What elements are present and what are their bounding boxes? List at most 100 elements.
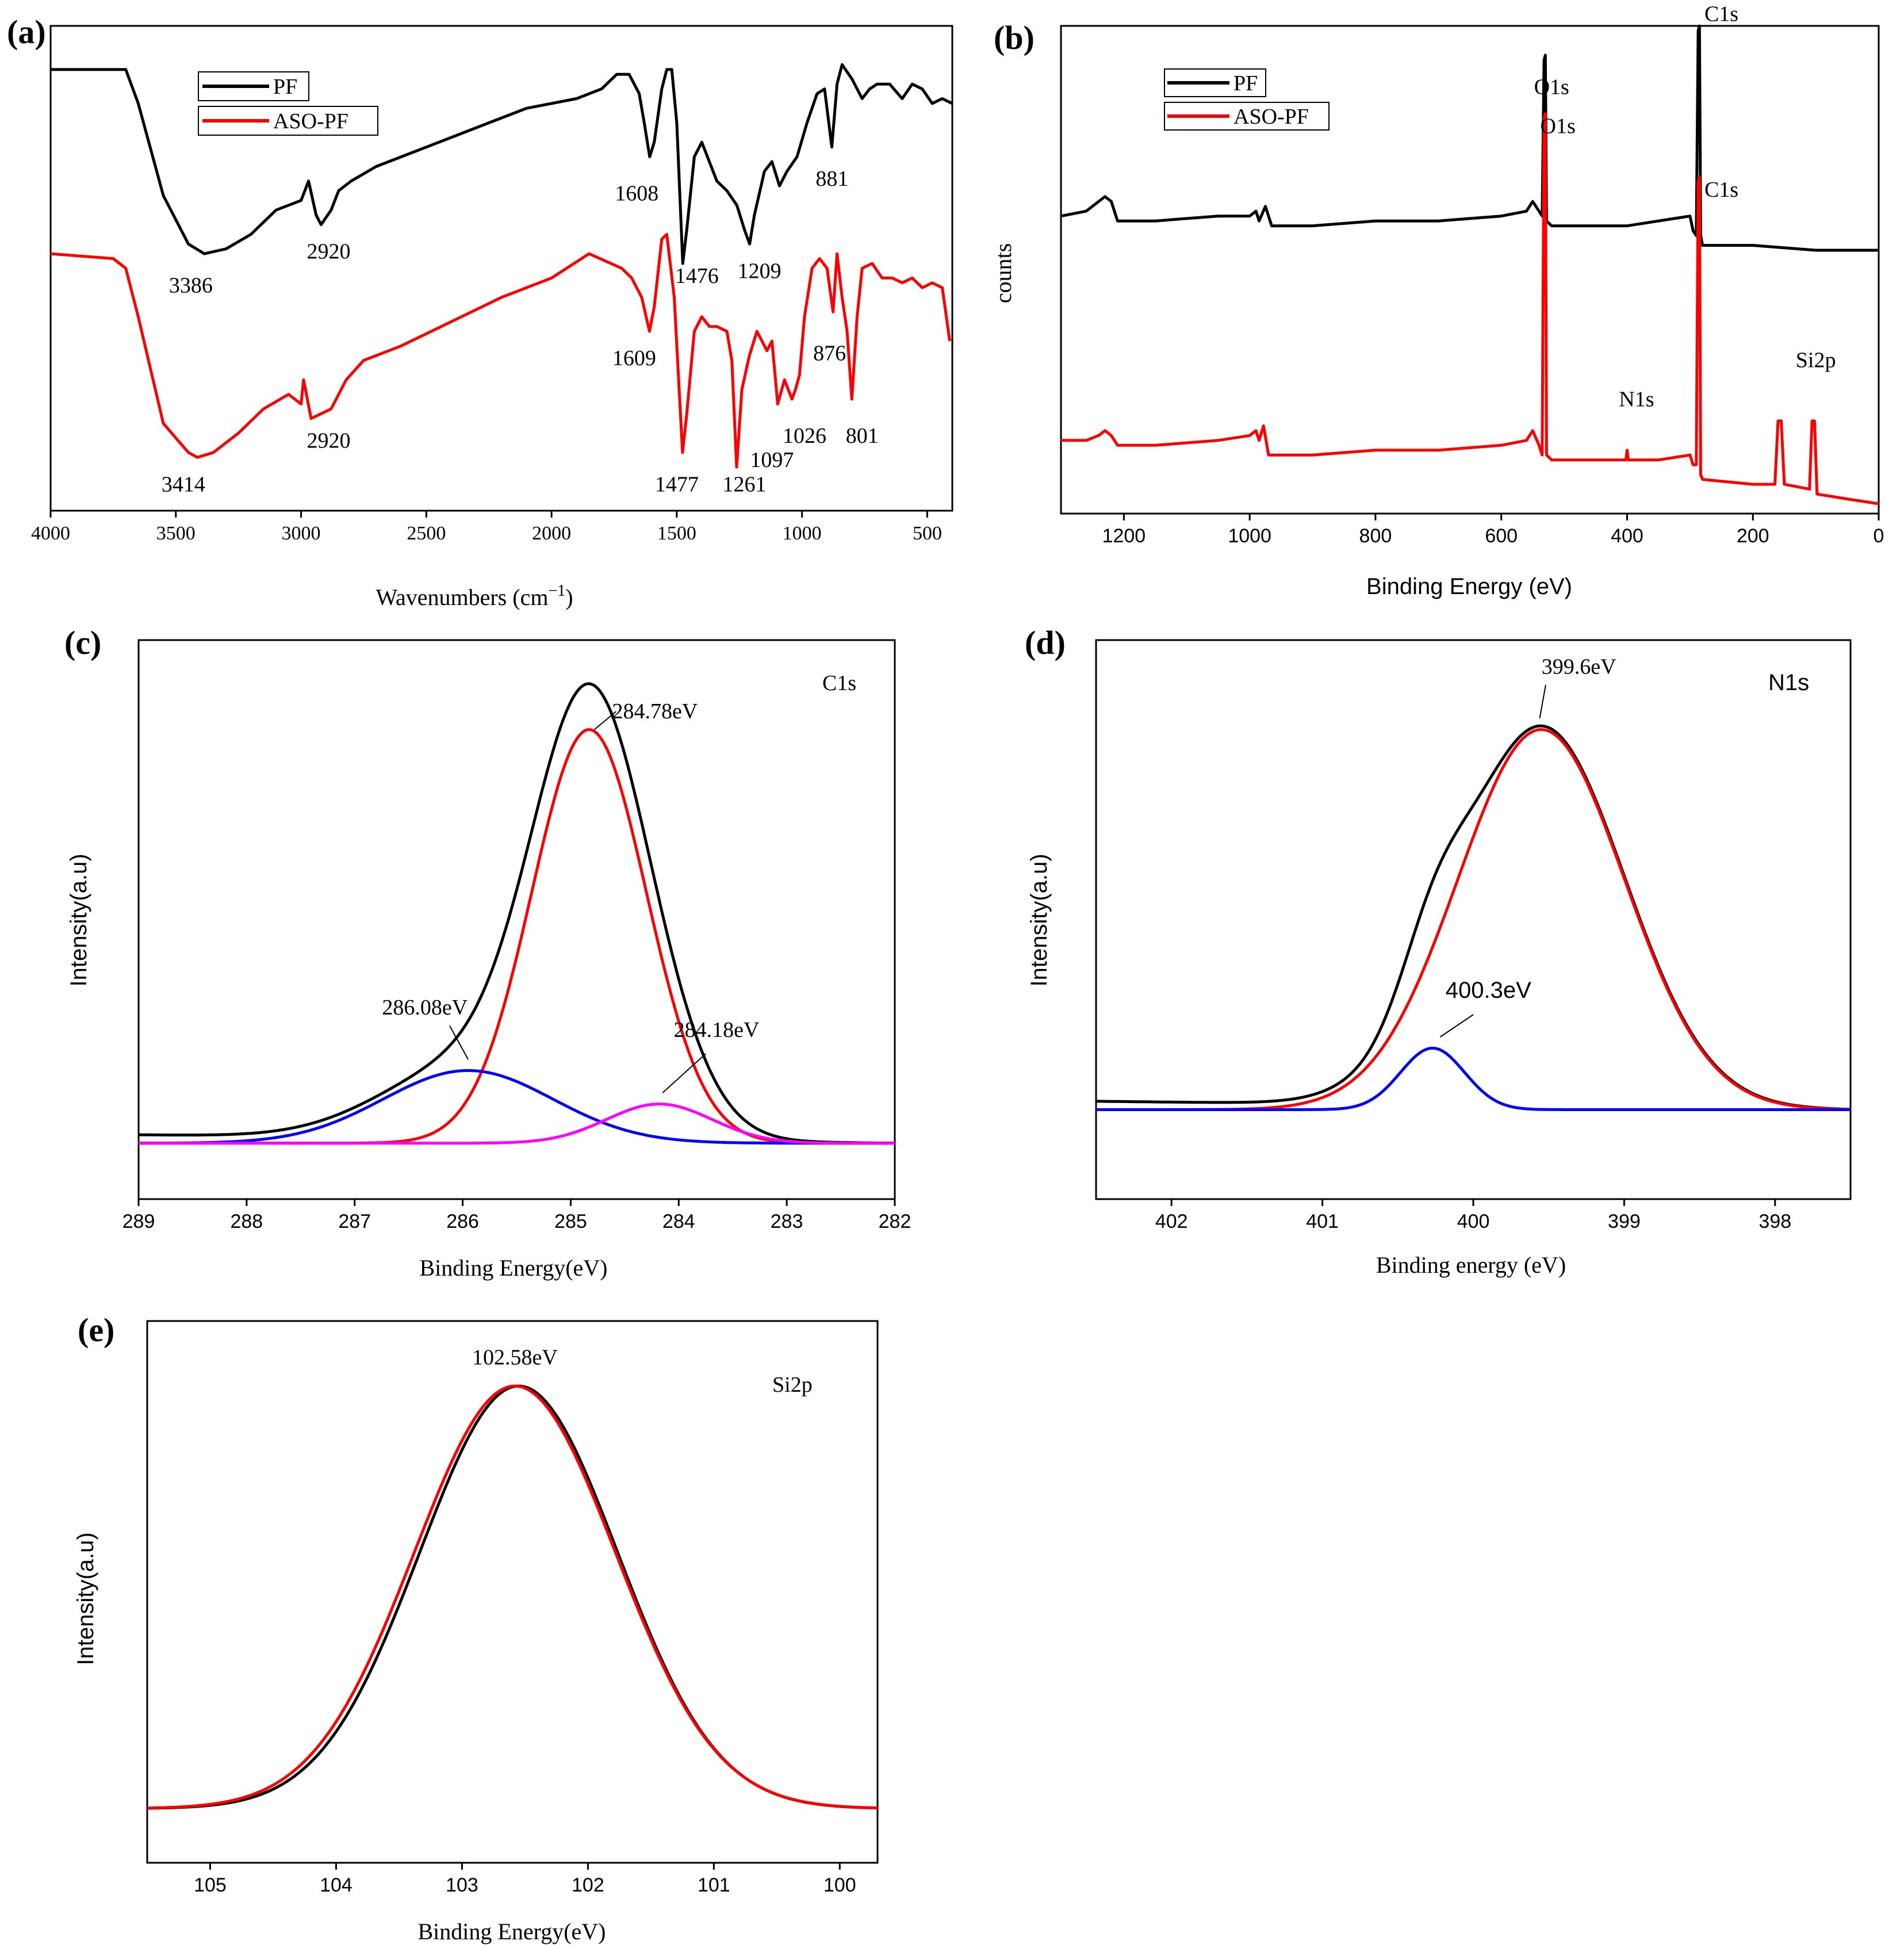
x-tick-label: 285 (554, 1211, 587, 1232)
x-tick-label: 3500 (156, 523, 196, 544)
annotation-label: 2920 (307, 240, 350, 264)
annotation-label: C1s (1704, 178, 1738, 202)
panel-a-letter: (a) (7, 13, 46, 51)
panel-e-frame (146, 1320, 879, 1864)
annotation-arrow (1439, 1014, 1474, 1037)
series-line-aso-pf (50, 233, 952, 469)
panel-b-x-ticks: 1200 1000 800 600 400 200 0 (1102, 514, 1884, 547)
x-tick-label: 200 (1737, 525, 1769, 547)
panel-c-letter: (c) (64, 624, 101, 661)
panel-e-annotations: 102.58eV (472, 1345, 558, 1369)
annotation-label: 399.6eV (1542, 654, 1616, 679)
legend-label-pf: PF (273, 75, 297, 99)
panel-b-series (1060, 24, 1879, 506)
legend-label-asopf: ASO-PF (273, 109, 348, 133)
x-tick-label: 282 (879, 1211, 911, 1232)
annotation-label: 876 (813, 342, 846, 366)
x-tick-label: 2000 (532, 523, 571, 544)
annotation-label: 284.78eV (612, 699, 698, 723)
annotation-label: 2920 (307, 428, 350, 453)
panel-d-xlabel: Binding energy (eV) (1376, 1252, 1566, 1278)
annotation-label: N1s (1619, 387, 1654, 411)
series-line-0 (1096, 724, 1851, 1111)
annotation-label: 1608 (615, 181, 658, 205)
panel-c-title: C1s (822, 671, 856, 695)
panel-a-frame (49, 25, 953, 512)
panel-e-title: Si2p (772, 1373, 813, 1397)
panel-d-title: N1s (1768, 670, 1809, 695)
series-line-aso-pf (1061, 112, 1879, 506)
x-tick-label: 4000 (31, 523, 70, 544)
x-tick-label: 100 (823, 1874, 856, 1896)
series-line-0 (147, 1384, 878, 1810)
panel-e-xlabel: Binding Energy(eV) (418, 1919, 606, 1944)
annotation-label: C1s (1704, 2, 1738, 26)
x-tick-label: 500 (913, 523, 942, 544)
panel-b-letter: (b) (994, 19, 1035, 56)
annotation-label: O1s (1541, 114, 1576, 139)
panel-c-annotations: 284.78eV 286.08eV 284.18eV (382, 699, 760, 1094)
legend-label-pf: PF (1233, 71, 1258, 95)
x-tick-label: 283 (771, 1211, 803, 1232)
series-line-1 (147, 1384, 878, 1810)
x-tick-label: 3000 (282, 523, 321, 544)
annotation-label: O1s (1534, 75, 1569, 99)
annotation-label: Si2p (1796, 349, 1836, 373)
x-tick-label: 287 (338, 1211, 371, 1232)
panel-c-series (139, 682, 895, 1145)
annotation-arrow (449, 1025, 469, 1060)
x-tick-label: 400 (1457, 1211, 1490, 1232)
annotation-label: 1609 (612, 346, 656, 370)
panel-b-frame (1060, 25, 1880, 515)
panel-d-letter: (d) (1025, 624, 1066, 661)
panel-d-annotations: 399.6eV 400.3eV (1439, 654, 1616, 1037)
panel-e-series (147, 1384, 878, 1810)
panel-b-xps-survey: (b) 1200 1000 800 600 400 200 0 C1s O1s O1s C1s N1… (990, 2, 1884, 599)
x-tick-label: 0 (1874, 525, 1884, 547)
panel-d-frame (1095, 639, 1852, 1200)
panel-a-legend: PF ASO-PF (198, 71, 378, 136)
x-tick-label: 105 (194, 1874, 227, 1896)
panel-d-ylabel: Intensity(a.u) (1026, 853, 1052, 986)
panel-a-x-ticks: 4000 3500 3000 2500 2000 1500 1000 500 (31, 511, 942, 544)
x-tick-label: 402 (1155, 1211, 1188, 1232)
panel-e-letter: (e) (78, 1311, 114, 1349)
panel-a-series (50, 63, 953, 469)
x-tick-label: 284 (662, 1211, 695, 1232)
panel-e-ylabel: Intensity(a.u) (73, 1532, 98, 1665)
annotation-label: 102.58eV (472, 1345, 558, 1369)
panel-c-frame (137, 639, 896, 1200)
panel-c-ylabel: Intensity(a.u) (66, 853, 91, 986)
legend-box-asopf (198, 106, 378, 136)
panel-b-xlabel: Binding Energy (eV) (1366, 574, 1572, 599)
x-tick-label: 104 (320, 1874, 353, 1896)
x-tick-label: 1000 (1228, 525, 1271, 547)
annotation-label: 1261 (722, 472, 766, 496)
x-tick-label: 2500 (407, 523, 446, 544)
panel-b-annotations: C1s O1s O1s C1s N1s Si2p (1534, 2, 1836, 412)
x-tick-label: 400 (1611, 525, 1644, 547)
x-tick-label: 401 (1306, 1211, 1339, 1232)
series-line-2 (139, 1069, 895, 1145)
x-tick-label: 600 (1485, 525, 1518, 547)
x-tick-label: 102 (572, 1874, 604, 1896)
series-line-pf (1060, 24, 1879, 252)
legend-label-asopf: ASO-PF (1233, 105, 1309, 129)
annotation-label: 3414 (162, 472, 205, 496)
annotation-label: 801 (846, 424, 879, 448)
panel-c-xlabel: Binding Energy(eV) (420, 1255, 608, 1281)
x-tick-label: 399 (1608, 1211, 1641, 1232)
panel-a-annotations: 3386 2920 1608 1476 1209 881 3414 2920 1609 876 10… (162, 167, 879, 496)
annotation-label: 1476 (675, 264, 719, 288)
annotation-label: 1477 (655, 472, 699, 496)
annotation-arrow (594, 711, 616, 730)
x-tick-label: 800 (1359, 525, 1392, 547)
annotation-label: 286.08eV (382, 996, 468, 1020)
legend-box-asopf (1164, 102, 1330, 131)
series-line-3 (139, 1102, 895, 1145)
panel-d-xps-n1s: (d) 402 401 400 399 398 399.6eV 400.3eV N1s I… (1025, 624, 1852, 1278)
series-line-0 (139, 682, 895, 1145)
panel-a-ftir: (a) 4000 3500 3000 2500 2000 1500 1000 500 3386… (7, 13, 953, 610)
x-tick-label: 1200 (1102, 525, 1146, 547)
annotation-label: 881 (815, 167, 848, 191)
